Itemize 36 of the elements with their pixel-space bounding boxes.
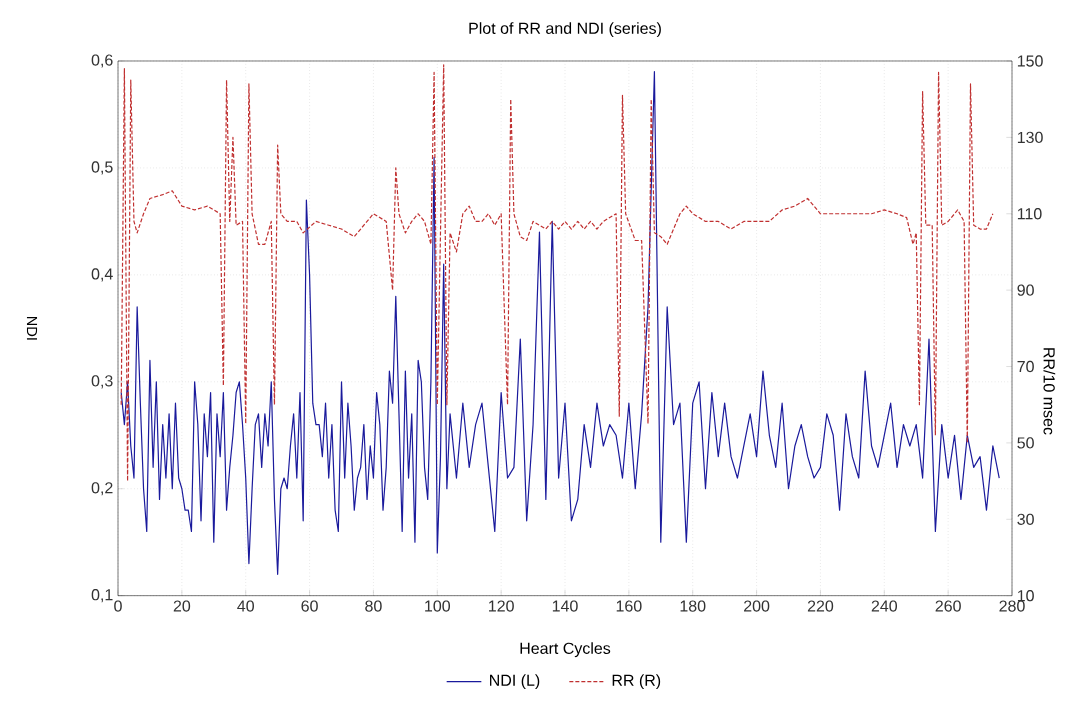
x-axis-title: Heart Cycles: [520, 642, 611, 658]
y2-tick-label: 50: [1017, 437, 1034, 449]
y2-tick-label: 150: [1017, 55, 1043, 67]
x-tick-label: 180: [680, 600, 706, 612]
y-tick-label: 0,3: [91, 375, 113, 389]
y2-tick-label: 10: [1017, 590, 1034, 602]
x-tick-label: 20: [173, 600, 191, 612]
y-tick-label: 0,2: [91, 482, 113, 496]
x-tick-label: 220: [807, 600, 834, 612]
x-tick-label: 40: [237, 600, 254, 612]
x-tick-label: 140: [552, 600, 578, 612]
x-tick-label: 100: [425, 600, 451, 612]
y2-tick-label: 130: [1017, 131, 1043, 144]
y-tick-label: 0,4: [91, 268, 113, 282]
y-tick-label: 0,5: [91, 161, 113, 175]
legend-label: RR (R): [612, 674, 661, 690]
chart-title: Plot of RR and NDI (series): [469, 22, 661, 38]
y2-tick-label: 110: [1017, 208, 1042, 220]
x-tick-label: 280: [999, 600, 1025, 612]
x-tick-label: 0: [114, 600, 122, 612]
x-tick-label: 80: [365, 600, 382, 612]
y2-tick-label: 30: [1017, 513, 1034, 525]
x-tick-label: 260: [935, 600, 961, 612]
legend-label: NDI (L): [490, 674, 540, 690]
y2-tick-label: 70: [1017, 360, 1034, 373]
x-tick-label: 120: [489, 600, 514, 612]
x-tick-label: 160: [616, 600, 642, 612]
x-tick-label: 240: [871, 600, 898, 612]
y-axis-title: NDI: [26, 316, 38, 340]
x-tick-label: 60: [301, 600, 318, 612]
y2-tick-label: 90: [1017, 284, 1034, 296]
y-tick-label: 0,1: [91, 589, 113, 603]
line-series: [120, 71, 1000, 575]
y-tick-label: 0,6: [91, 54, 113, 68]
x-tick-label: 200: [744, 600, 770, 612]
y2-axis-title: RR/10 msec: [1043, 348, 1056, 435]
